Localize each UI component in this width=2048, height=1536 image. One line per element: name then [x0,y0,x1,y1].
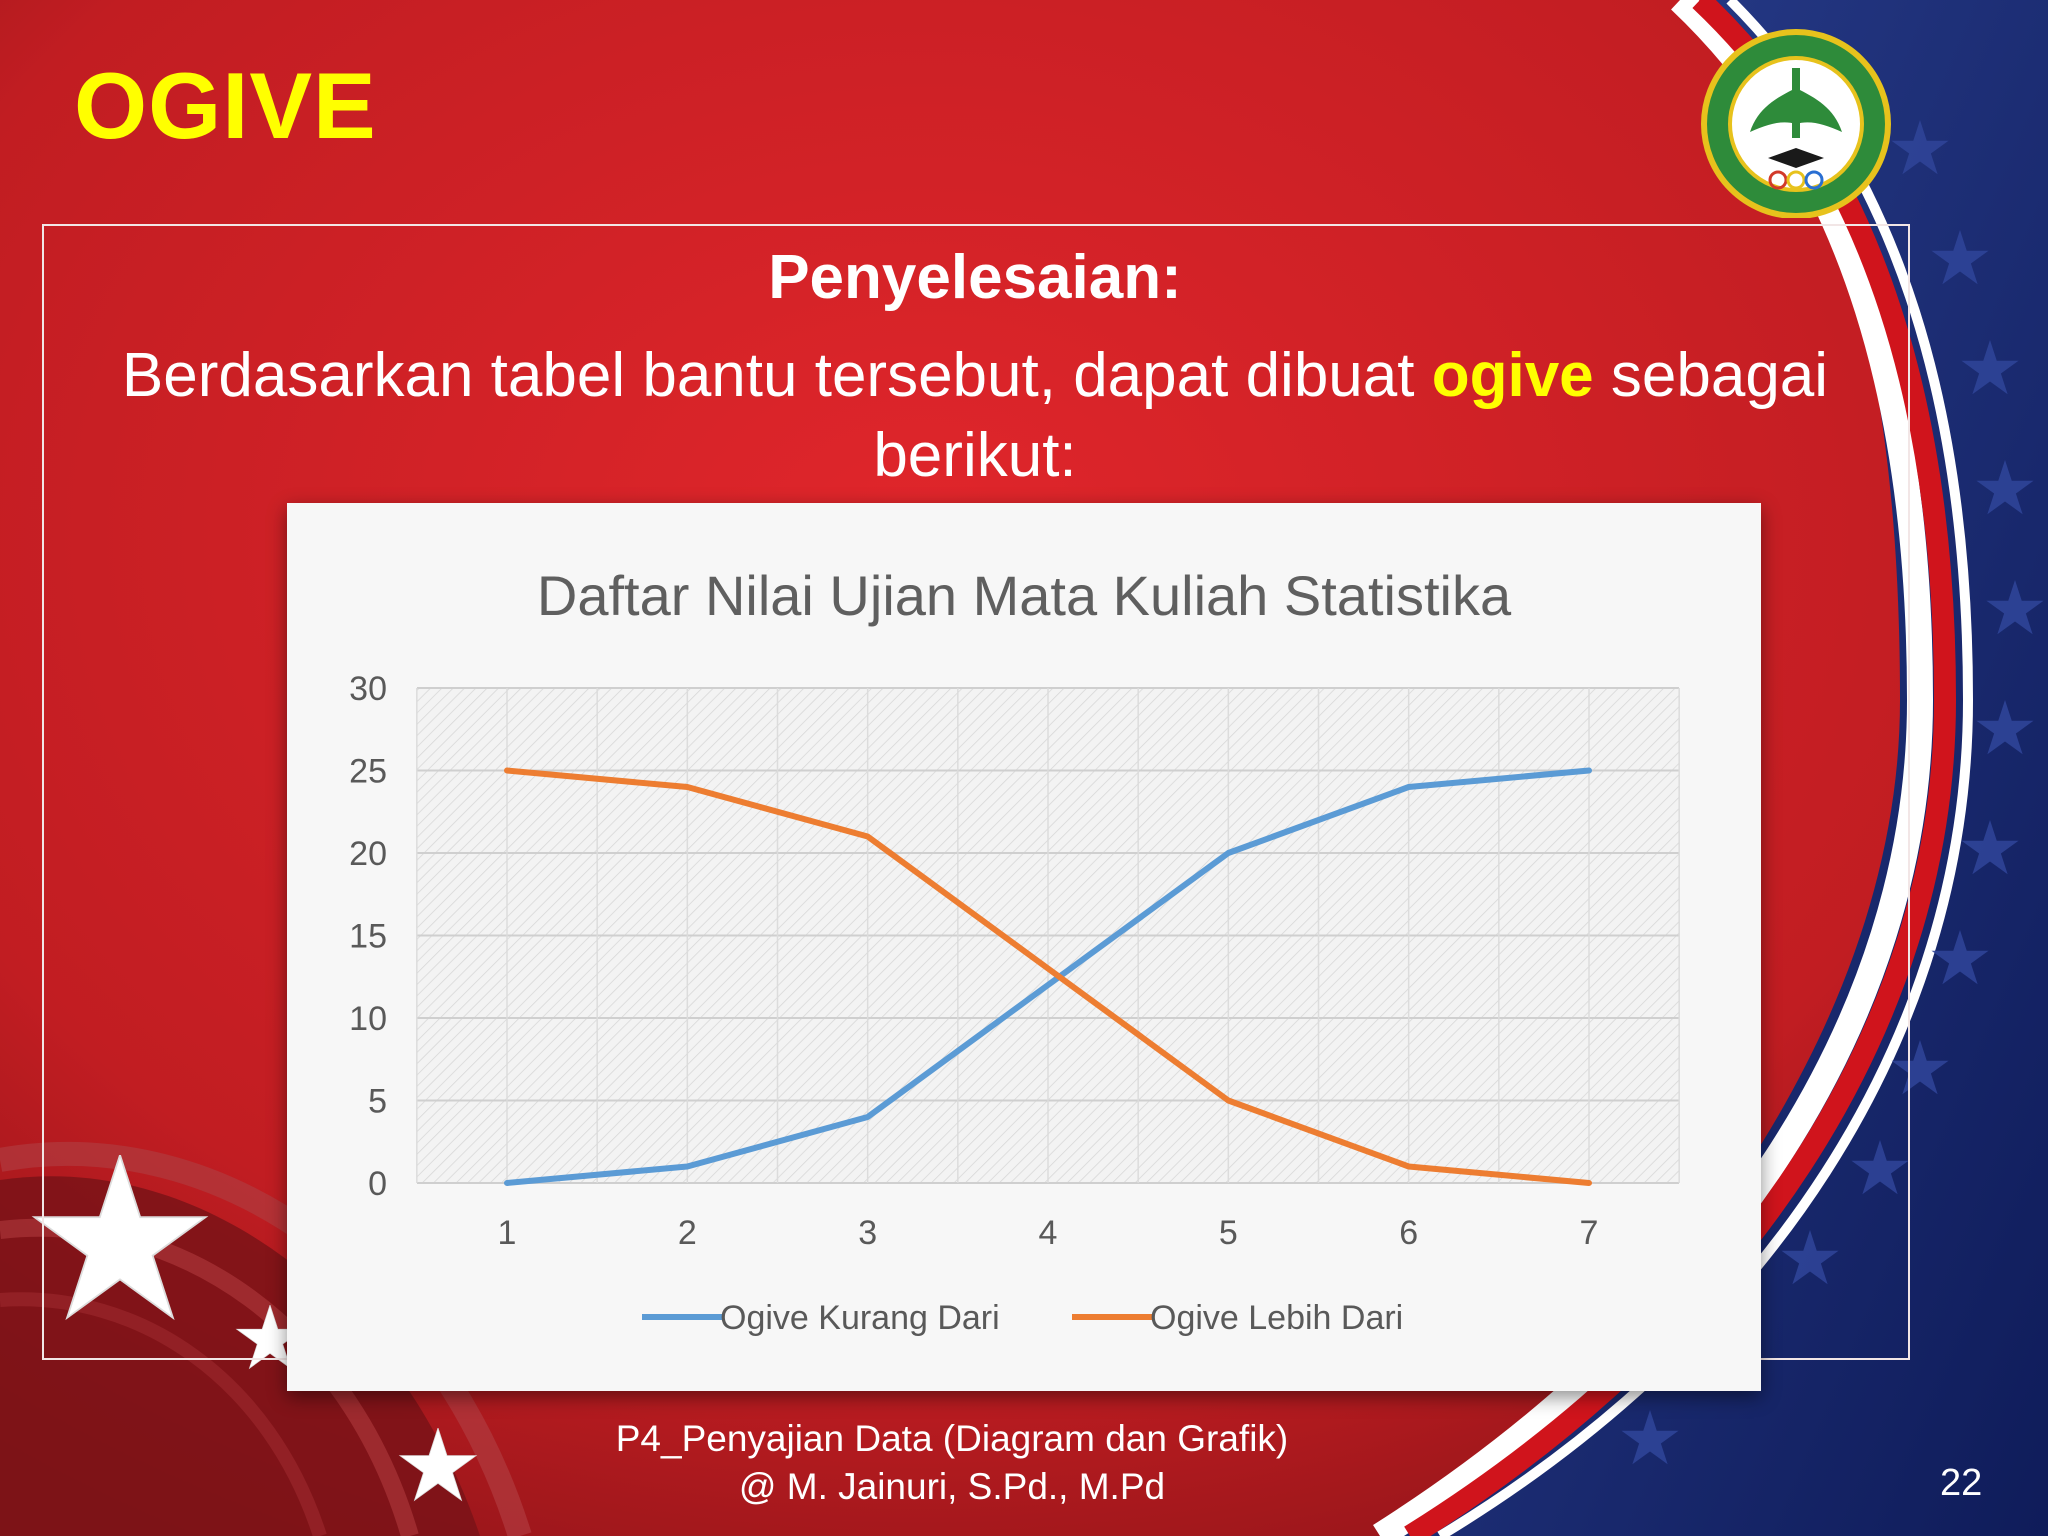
legend-label: Ogive Lebih Dari [1150,1299,1403,1337]
series-line-2 [504,767,1592,1186]
x-tick-label: 4 [1039,1214,1058,1252]
x-tick-label: 6 [1399,1214,1418,1252]
x-tick-label: 5 [1219,1214,1238,1252]
x-tick-label: 7 [1580,1214,1599,1252]
university-logo [1701,29,1891,218]
footer-course-title: P4_Penyajian Data (Diagram dan Grafik) [615,1418,1289,1459]
page-number: 22 [1940,1462,1983,1504]
section-heading: Penyelesaian: [768,243,1182,312]
y-tick-label: 15 [349,918,387,956]
slide-title: OGIVE [74,53,377,158]
body-text-part-2: sebagai berikut: [873,341,1829,490]
body-text: Berdasarkan tabel bantu tersebut, dapat … [120,336,1830,496]
series-line-1 [504,767,1592,1186]
chart-title: Daftar Nilai Ujian Mata Kuliah Statistik… [536,564,1512,627]
y-tick-label: 30 [349,670,387,708]
y-tick-label: 10 [349,1000,387,1038]
legend-label: Ogive Kurang Dari [720,1299,1000,1337]
y-tick-label: 5 [368,1083,387,1121]
y-tick-label: 20 [349,835,387,873]
y-tick-label: 25 [349,753,387,791]
y-tick-label: 0 [368,1165,387,1203]
chart-container: 0 5 10 15 20 25 30 1 2 3 4 5 6 7 Ogive Kurang Dari Ogi… [287,503,1761,1391]
body-text-part-1: Berdasarkan tabel bantu tersebut, dapat … [121,341,1432,410]
x-tick-label: 1 [498,1214,517,1252]
footer-author: @ M. Jainuri, S.Pd., M.Pd [738,1466,1166,1507]
body-text-highlight: ogive [1431,341,1594,410]
x-tick-label: 3 [858,1214,877,1252]
ogive-line-chart: 0 5 10 15 20 25 30 1 2 3 4 5 6 7 Ogive Kurang Dari Ogi… [349,670,1680,1337]
x-tick-label: 2 [678,1214,697,1252]
